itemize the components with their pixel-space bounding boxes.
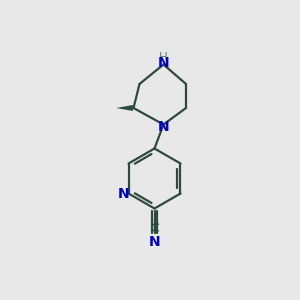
Text: N: N: [158, 120, 169, 134]
Text: H: H: [159, 51, 168, 64]
Text: N: N: [158, 56, 169, 70]
Text: C: C: [150, 222, 159, 235]
Text: N: N: [118, 187, 129, 200]
Polygon shape: [116, 105, 133, 111]
Text: N: N: [149, 236, 160, 249]
